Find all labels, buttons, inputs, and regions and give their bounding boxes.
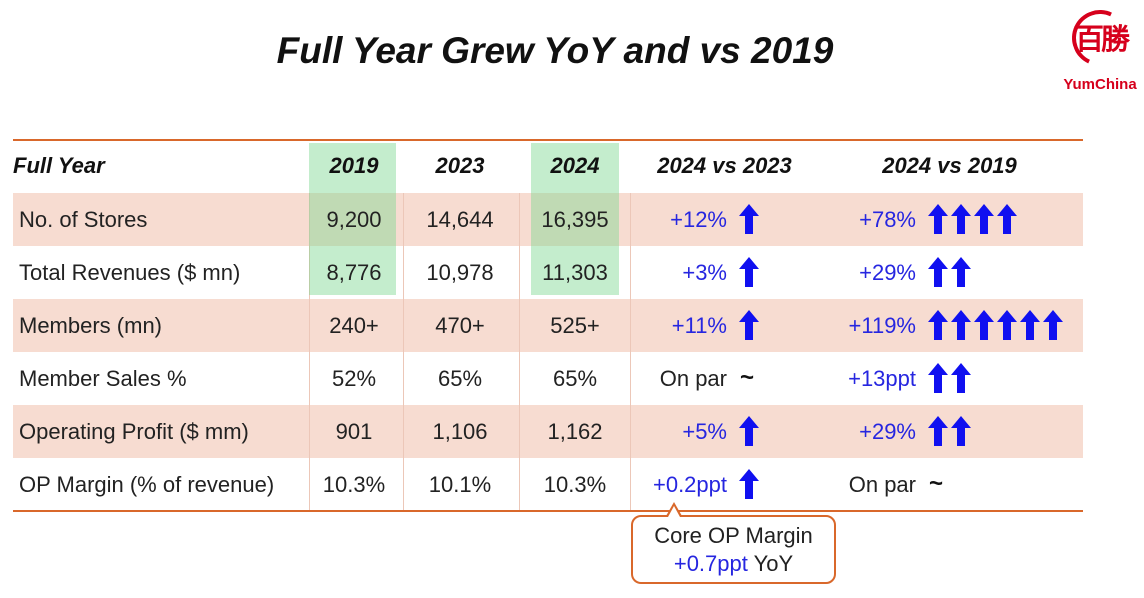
cell-label: Total Revenues ($ mn) — [19, 260, 241, 285]
cell-v2024: 11,303 — [542, 260, 608, 285]
cell-vs2023: +11% — [671, 313, 727, 338]
trend-arrows — [738, 309, 760, 341]
cell-vs2023: +0.2ppt — [652, 472, 727, 497]
logo-text: YumChina — [1063, 76, 1137, 93]
trend-arrows — [927, 362, 972, 394]
callout-suffix: YoY — [747, 551, 794, 576]
up-arrow-icon — [951, 204, 971, 234]
up-arrow-icon — [1020, 310, 1040, 340]
flat-indicator: ~ — [929, 470, 944, 497]
cell-v2024: 65% — [552, 366, 598, 391]
cell-v2023: 14,644 — [426, 207, 494, 232]
trend-arrows — [927, 203, 1018, 235]
up-arrow-icon — [1043, 310, 1063, 340]
table-bottom-rule — [13, 510, 1083, 512]
column-separator — [630, 193, 631, 511]
up-arrow-icon — [739, 257, 759, 287]
table-top-rule — [13, 139, 1083, 141]
trend-arrows — [927, 415, 972, 447]
callout-line2: +0.7ppt YoY — [633, 550, 834, 578]
up-arrow-icon — [951, 310, 971, 340]
up-arrow-icon — [974, 310, 994, 340]
up-arrow-icon — [928, 310, 948, 340]
trend-arrows — [738, 203, 760, 235]
up-arrow-icon — [739, 310, 759, 340]
column-header: 2023 — [435, 153, 485, 178]
column-header: 2019 — [329, 153, 379, 178]
cell-vs2023: +12% — [670, 207, 727, 232]
cell-vs2019: +13ppt — [848, 366, 916, 391]
up-arrow-icon — [974, 204, 994, 234]
up-arrow-icon — [739, 204, 759, 234]
cell-vs2023: +3% — [682, 260, 727, 285]
up-arrow-icon — [739, 416, 759, 446]
cell-label: No. of Stores — [19, 207, 148, 232]
cell-v2019: 240+ — [329, 313, 379, 338]
row-band — [13, 405, 1083, 458]
column-header: 2024 vs 2019 — [882, 153, 1017, 178]
cell-v2023: 10.1% — [428, 472, 492, 497]
up-arrow-icon — [951, 257, 971, 287]
cell-v2019: 9,200 — [326, 207, 382, 232]
cell-v2023: 10,978 — [426, 260, 494, 285]
column-highlight — [309, 143, 396, 295]
cell-v2024: 10.3% — [543, 472, 607, 497]
trend-arrows — [927, 256, 972, 288]
up-arrow-icon — [997, 204, 1017, 234]
up-arrow-icon — [928, 257, 948, 287]
cell-vs2023: On par — [659, 366, 727, 391]
cell-label: Members (mn) — [19, 313, 163, 338]
page-title: Full Year Grew YoY and vs 2019 — [276, 30, 834, 71]
cell-v2019: 901 — [335, 419, 373, 444]
row-band — [13, 193, 1083, 246]
yumchina-logo: 百勝 YumChina — [1058, 2, 1142, 98]
callout-value: +0.7ppt — [673, 551, 748, 576]
trend-arrows — [738, 415, 760, 447]
column-separator — [519, 193, 520, 511]
cell-v2019: 8,776 — [326, 260, 382, 285]
cell-v2023: 470+ — [435, 313, 485, 338]
trend-arrows — [927, 309, 1064, 341]
cell-vs2019: +29% — [859, 419, 916, 444]
column-header: Full Year — [13, 153, 105, 178]
up-arrow-icon — [928, 363, 948, 393]
column-separator — [309, 193, 310, 511]
up-arrow-icon — [928, 416, 948, 446]
column-highlight — [531, 143, 619, 295]
trend-arrows — [738, 256, 760, 288]
callout-tail-inner — [668, 506, 680, 517]
logo-glyph: 百勝 — [1074, 22, 1130, 56]
core-op-margin-callout: Core OP Margin +0.7ppt YoY — [631, 515, 836, 584]
cell-vs2019: +119% — [848, 313, 916, 338]
cell-label: Member Sales % — [19, 366, 187, 391]
cell-v2023: 1,106 — [432, 419, 488, 444]
row-band — [13, 299, 1083, 352]
flat-indicator: ~ — [740, 364, 755, 391]
cell-v2023: 65% — [437, 366, 483, 391]
column-header: 2024 vs 2023 — [657, 153, 792, 178]
callout-line1: Core OP Margin — [654, 523, 813, 548]
up-arrow-icon — [951, 363, 971, 393]
cell-v2019: 52% — [331, 366, 377, 391]
cell-vs2023: +5% — [682, 419, 727, 444]
cell-v2024: 525+ — [550, 313, 600, 338]
up-arrow-icon — [997, 310, 1017, 340]
cell-vs2019: +29% — [859, 260, 916, 285]
cell-label: OP Margin (% of revenue) — [19, 472, 275, 497]
cell-v2024: 1,162 — [547, 419, 603, 444]
up-arrow-icon — [928, 204, 948, 234]
cell-v2024: 16,395 — [541, 207, 609, 232]
cell-vs2019: On par — [848, 472, 916, 497]
cell-vs2019: +78% — [859, 207, 916, 232]
cell-label: Operating Profit ($ mm) — [19, 419, 249, 444]
column-header: 2024 — [550, 153, 600, 178]
cell-v2019: 10.3% — [322, 472, 386, 497]
column-separator — [403, 193, 404, 511]
up-arrow-icon — [739, 469, 759, 499]
trend-arrows — [738, 468, 760, 500]
up-arrow-icon — [951, 416, 971, 446]
